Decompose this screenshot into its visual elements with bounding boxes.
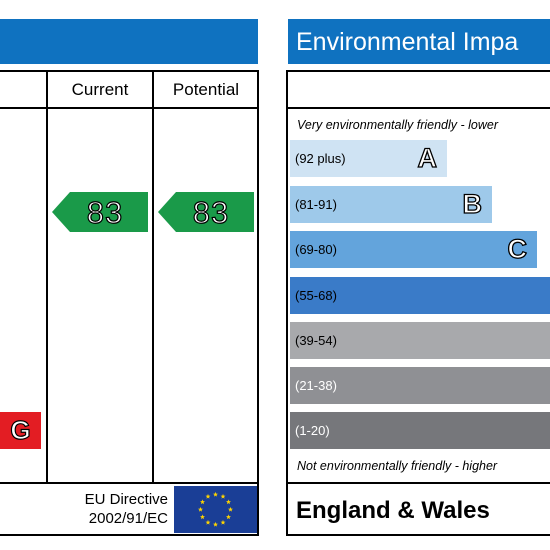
left-header-divider [0, 107, 258, 109]
band-range: (81-91) [295, 197, 337, 212]
eu-star [205, 519, 211, 525]
eu-star [220, 519, 226, 525]
england-wales-label: England & Wales [296, 497, 490, 524]
current-score: 83 [86, 194, 124, 230]
right-footer-divider [286, 482, 550, 484]
eu-star [200, 499, 205, 505]
eu-star [213, 491, 218, 497]
band-range: (21-38) [295, 378, 337, 393]
band-row: (55-68) [290, 277, 550, 314]
band-row: (81-91) B [290, 186, 492, 223]
current-arrow-shape [52, 192, 148, 232]
band-g-label: G [0, 412, 41, 449]
band-row: (39-54) [290, 322, 550, 359]
potential-arrow-shape [158, 192, 254, 232]
bottom-note: Not environmentally friendly - higher [297, 459, 498, 473]
right-header-bar: Environmental Impa [288, 19, 550, 64]
band-letter: B [462, 188, 483, 219]
eu-star [226, 514, 231, 520]
band-letter: C [507, 233, 528, 264]
eu-star [198, 506, 203, 512]
eu-directive-line2: 2002/91/EC [88, 510, 168, 527]
band-row: (21-38) [290, 367, 550, 404]
potential-score: 83 [192, 194, 230, 230]
potential-rating-arrow [158, 192, 254, 232]
band-range: (55-68) [295, 288, 337, 303]
current-column-header: Current [71, 80, 129, 99]
eu-directive-line1: EU Directive [84, 491, 168, 508]
band-range: (92 plus) [295, 151, 346, 166]
current-rating-arrow [52, 192, 148, 232]
eu-star [228, 506, 233, 512]
eu-star [226, 499, 231, 505]
band-letter: A [417, 142, 438, 173]
potential-column-header: Potential [172, 80, 240, 99]
band-row: (92 plus) A [290, 140, 447, 177]
eu-star [213, 521, 218, 527]
band-range: (69-80) [295, 242, 337, 257]
band-range: (1-20) [295, 423, 330, 438]
eu-directive-text: EU Directive 2002/91/EC [40, 490, 168, 528]
left-header-bar [0, 19, 258, 64]
eu-star [220, 493, 226, 499]
left-col-divider-2 [152, 70, 154, 484]
top-note: Very environmentally friendly - lower [297, 118, 499, 132]
left-footer-divider [0, 482, 258, 484]
band-row: (69-80) C [290, 231, 537, 268]
right-header-title: Environmental Impa [296, 28, 519, 56]
left-col-divider-1 [46, 70, 48, 484]
band-row: (1-20) [290, 412, 550, 449]
eu-star [200, 514, 205, 520]
right-table-frame [286, 70, 550, 536]
eu-flag-icon [174, 486, 257, 533]
band-range: (39-54) [295, 333, 337, 348]
left-table-frame [0, 70, 259, 536]
right-header-divider [286, 107, 550, 109]
eu-star [205, 493, 211, 499]
